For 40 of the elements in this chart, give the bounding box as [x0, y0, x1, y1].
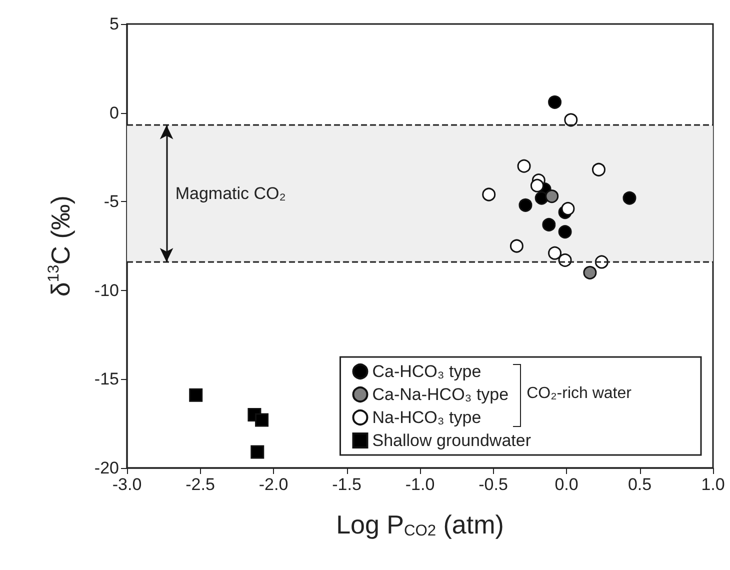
point: [518, 198, 532, 212]
point: [545, 190, 559, 204]
legend-title: CO₂-rich water: [526, 384, 632, 402]
x-tick-label: 1.0: [701, 475, 725, 494]
x-tick-label: -0.5: [478, 475, 508, 494]
legend-label: Ca-HCO₃ type: [372, 362, 482, 381]
point: [510, 239, 524, 253]
legend-label: Ca-Na-HCO₃ type: [372, 385, 509, 404]
y-tick-label: -20: [94, 458, 119, 478]
point: [592, 162, 606, 176]
point: [250, 445, 264, 459]
band-label: Magmatic CO₂: [175, 184, 286, 204]
y-tick-label: 5: [110, 14, 119, 34]
point: [482, 188, 496, 202]
point: [548, 246, 562, 260]
y-tick-label: -15: [94, 370, 119, 389]
point: [561, 202, 575, 216]
y-tick-label: -5: [104, 192, 119, 212]
point: [530, 178, 544, 192]
point: [548, 95, 562, 109]
y-axis-title: δ13C (‰): [46, 195, 76, 297]
x-tick-label: -1.0: [405, 475, 435, 494]
point: [583, 266, 597, 280]
y-tick-label: -10: [94, 280, 119, 300]
x-tick-label: -1.5: [332, 475, 362, 494]
point: [622, 191, 636, 205]
x-tick-label: 0.5: [628, 475, 652, 494]
point: [189, 388, 203, 402]
point: [558, 225, 572, 239]
x-tick-label: 0.0: [554, 475, 578, 494]
legend-label: Na-HCO₃ type: [372, 408, 482, 427]
y-tick-label: 0: [110, 103, 119, 122]
x-tick-label: -2.5: [186, 475, 215, 494]
legend-label: Shallow groundwater: [372, 431, 532, 450]
x-axis-title: Log PCO2 (atm): [336, 510, 504, 540]
point: [517, 159, 531, 173]
x-tick-label: -3.0: [112, 475, 142, 494]
point: [542, 218, 556, 232]
x-tick-label: -2.0: [258, 475, 288, 494]
point: [255, 413, 269, 427]
